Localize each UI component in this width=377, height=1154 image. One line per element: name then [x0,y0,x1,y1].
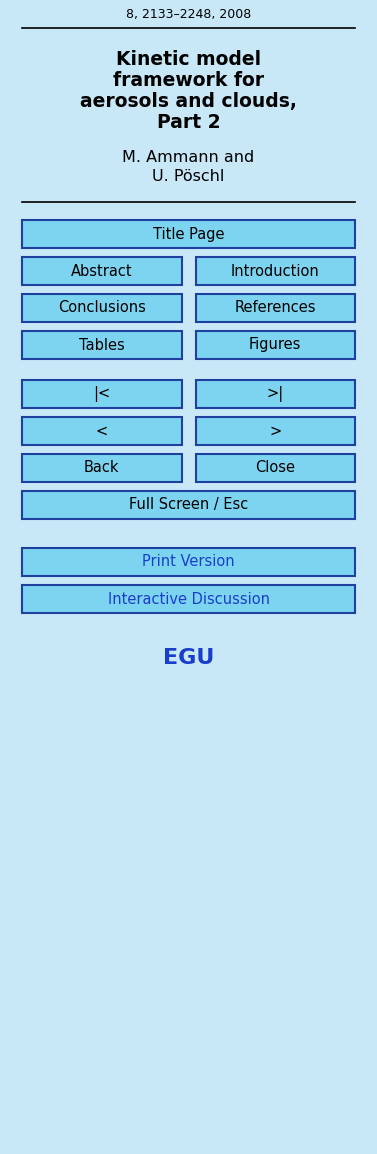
FancyBboxPatch shape [196,417,355,445]
Text: EGU: EGU [163,649,214,668]
FancyBboxPatch shape [22,331,181,359]
Text: Kinetic model: Kinetic model [116,50,261,69]
FancyBboxPatch shape [22,294,181,322]
Text: M. Ammann and: M. Ammann and [123,150,254,165]
FancyBboxPatch shape [22,490,355,519]
Text: >|: >| [267,385,284,402]
Text: Figures: Figures [249,337,302,352]
Text: Introduction: Introduction [231,263,320,278]
Text: <: < [96,424,108,439]
FancyBboxPatch shape [196,294,355,322]
Text: References: References [234,300,316,315]
FancyBboxPatch shape [22,585,355,613]
Text: Conclusions: Conclusions [58,300,146,315]
Text: Title Page: Title Page [153,226,224,241]
Text: 8, 2133–2248, 2008: 8, 2133–2248, 2008 [126,8,251,21]
Text: |<: |< [93,385,110,402]
Text: >: > [269,424,281,439]
FancyBboxPatch shape [22,417,181,445]
FancyBboxPatch shape [196,454,355,482]
Text: Interactive Discussion: Interactive Discussion [107,592,270,607]
FancyBboxPatch shape [22,548,355,576]
Text: aerosols and clouds,: aerosols and clouds, [80,92,297,111]
Text: Close: Close [255,460,295,475]
Text: U. Pöschl: U. Pöschl [152,168,225,183]
Text: Tables: Tables [79,337,125,352]
FancyBboxPatch shape [196,257,355,285]
FancyBboxPatch shape [196,331,355,359]
FancyBboxPatch shape [22,454,181,482]
FancyBboxPatch shape [22,220,355,248]
Text: Print Version: Print Version [142,555,235,570]
Text: framework for: framework for [113,72,264,90]
Text: Full Screen / Esc: Full Screen / Esc [129,497,248,512]
Text: Part 2: Part 2 [157,113,220,132]
FancyBboxPatch shape [196,380,355,409]
Text: Back: Back [84,460,120,475]
Text: Abstract: Abstract [71,263,133,278]
FancyBboxPatch shape [22,257,181,285]
FancyBboxPatch shape [22,380,181,409]
